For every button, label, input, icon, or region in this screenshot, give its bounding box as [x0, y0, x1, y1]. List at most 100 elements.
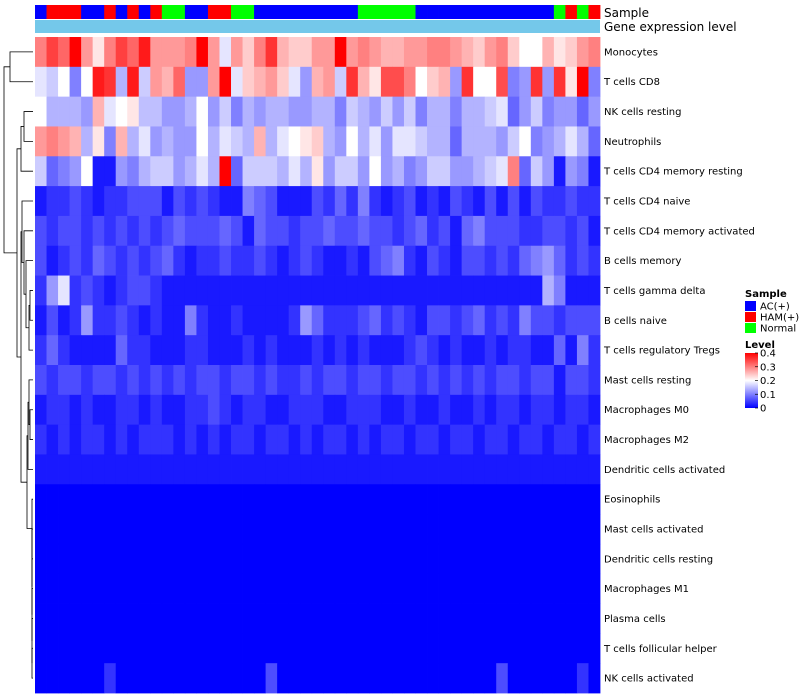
heatmap-cell	[496, 514, 509, 545]
heatmap-cell	[277, 633, 290, 664]
heatmap-cell	[300, 245, 313, 276]
legend-swatch	[745, 301, 756, 311]
heatmap-cell	[369, 335, 382, 366]
heatmap-cell	[288, 603, 301, 634]
heatmap-cell	[300, 394, 313, 426]
heatmap-cell	[519, 394, 532, 426]
heatmap-cell	[565, 215, 578, 247]
heatmap-cell	[150, 424, 163, 455]
heatmap-cell	[496, 424, 509, 455]
heatmap-cell	[265, 633, 278, 664]
heatmap-cell	[565, 573, 578, 604]
heatmap-cell	[46, 484, 59, 515]
heatmap-cell	[553, 514, 566, 545]
heatmap-cell	[438, 126, 451, 157]
heatmap-cell	[46, 37, 59, 68]
legend-swatch	[745, 323, 756, 333]
dendrogram-branch	[29, 290, 33, 321]
dendrogram-branch	[29, 409, 33, 440]
heatmap-cell	[438, 603, 451, 634]
sample-annotation-cell	[161, 5, 174, 19]
heatmap-cell	[380, 633, 393, 664]
heatmap-cell	[346, 394, 359, 426]
heatmap-cell	[403, 424, 416, 455]
heatmap-cell	[184, 37, 197, 68]
sample-annotation-cell	[254, 5, 267, 19]
heatmap-cell	[104, 335, 117, 366]
heatmap-cell	[81, 305, 94, 336]
heatmap-cell	[265, 37, 278, 68]
heatmap-cell	[392, 603, 405, 634]
heatmap-cell	[380, 126, 393, 157]
heatmap-cell	[542, 335, 555, 366]
heatmap-cell	[288, 633, 301, 664]
heatmap-cell	[461, 573, 474, 604]
heatmap-cell	[507, 514, 520, 545]
heatmap-cell	[484, 335, 497, 366]
heatmap-cell	[507, 305, 520, 336]
heatmap-cell	[392, 245, 405, 276]
heatmap-cell	[427, 573, 439, 604]
heatmap-cell	[519, 275, 532, 306]
heatmap-cell	[46, 454, 59, 485]
heatmap-cell	[334, 573, 347, 604]
heatmap-cell	[161, 126, 174, 157]
sample-annotation-cell	[323, 5, 336, 19]
heatmap-cell	[127, 156, 140, 187]
heatmap-cell	[403, 514, 416, 545]
heatmap-cell	[553, 335, 566, 366]
heatmap-cell	[369, 305, 382, 336]
heatmap-cell	[150, 454, 163, 485]
heatmap-cell	[254, 573, 267, 604]
heatmap-cell	[357, 156, 370, 187]
heatmap-cell	[473, 424, 486, 455]
heatmap-cell	[346, 365, 359, 396]
heatmap-cell	[311, 633, 324, 664]
heatmap-cell	[288, 543, 301, 575]
heatmap-cell	[415, 96, 428, 127]
heatmap-cell	[427, 514, 439, 545]
dendrogram-branch	[20, 126, 33, 172]
heatmap-cell	[565, 394, 578, 426]
heatmap-cell	[173, 156, 186, 187]
heatmap-cell	[46, 514, 59, 545]
heatmap-cell	[461, 394, 474, 426]
heatmap-cell	[127, 126, 140, 157]
heatmap-cell	[184, 543, 197, 575]
heatmap-cell	[553, 126, 566, 157]
heatmap-cell	[265, 335, 278, 366]
heatmap-cell	[403, 156, 416, 187]
heatmap-cell	[277, 484, 290, 515]
heatmap-cell	[58, 424, 70, 455]
heatmap-cell	[369, 484, 382, 515]
heatmap-cell	[138, 454, 151, 485]
heatmap-cell	[346, 96, 359, 127]
heatmap-cell	[58, 454, 70, 485]
heatmap-cell	[104, 394, 117, 426]
heatmap-cell	[380, 454, 393, 485]
heatmap-cell	[380, 424, 393, 455]
heatmap-cell	[438, 215, 451, 247]
heatmap-cell	[219, 215, 232, 247]
heatmap-cell	[231, 335, 243, 366]
heatmap-cell	[357, 186, 370, 217]
heatmap-cell	[323, 514, 336, 545]
heatmap-cell	[150, 365, 163, 396]
heatmap-cell	[196, 215, 209, 247]
heatmap-cell	[231, 633, 243, 664]
heatmap-cell	[173, 335, 186, 366]
heatmap-cell	[58, 573, 70, 604]
heatmap-cell	[565, 186, 578, 217]
heatmap-cell	[392, 126, 405, 157]
heatmap-cell	[369, 424, 382, 455]
heatmap-cell	[542, 424, 555, 455]
sample-annotation-cell	[415, 5, 428, 19]
heatmap-cell	[150, 245, 163, 276]
heatmap-cell	[450, 543, 463, 575]
heatmap-cell	[300, 156, 313, 187]
heatmap-cell	[300, 603, 313, 634]
heatmap-cell	[334, 126, 347, 157]
heatmap-cell	[346, 484, 359, 515]
heatmap-cell	[323, 365, 336, 396]
heatmap-cell	[450, 335, 463, 366]
